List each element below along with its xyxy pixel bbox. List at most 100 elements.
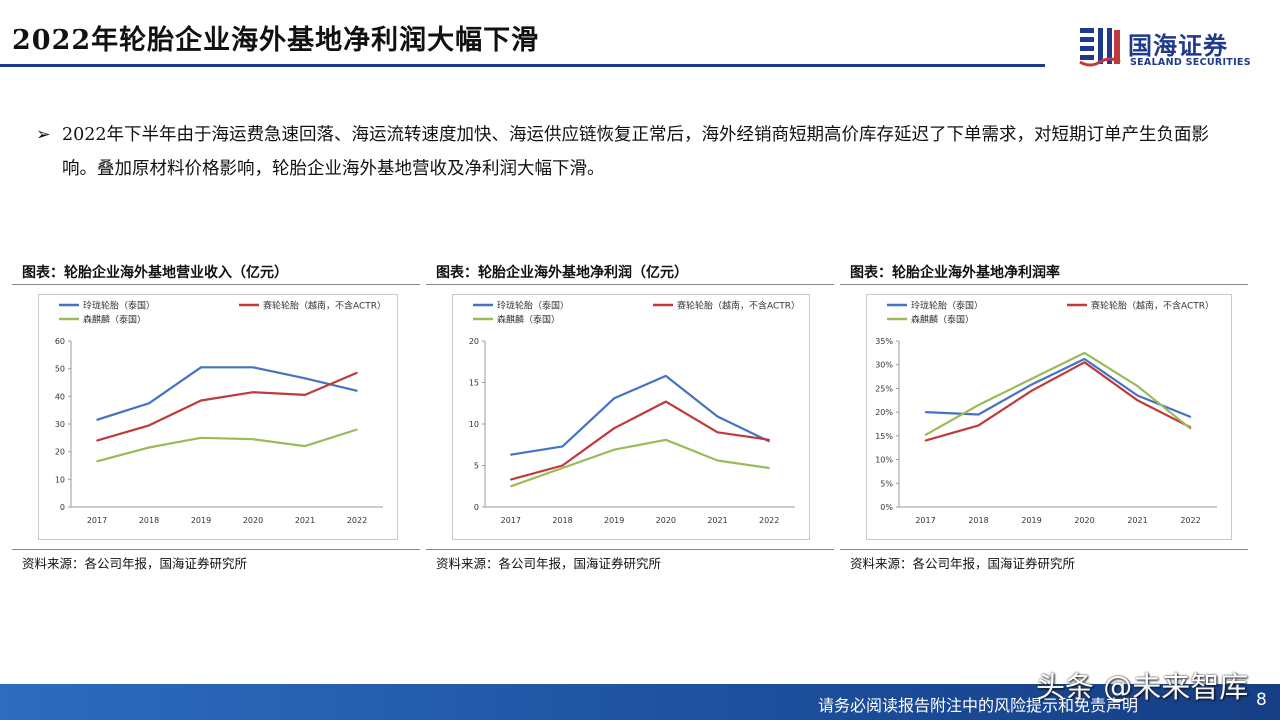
panel-title: 图表：轮胎企业海外基地净利润率 <box>850 265 1060 281</box>
data-point <box>1083 352 1086 354</box>
data-point <box>716 459 719 462</box>
x-tick-label: 2021 <box>295 516 315 525</box>
x-tick-label: 2018 <box>552 516 572 525</box>
data-point <box>977 413 980 416</box>
chart-frame: 玲珑轮胎（泰国） 赛轮轮胎（越南，不含ACTR） 森麒麟（泰国） 0 5 10 15 20 20… <box>452 294 810 540</box>
series-line <box>510 400 770 481</box>
logo-text-cn: 国海证券 <box>1128 32 1228 60</box>
data-point <box>304 445 306 447</box>
data-point <box>356 372 358 374</box>
data-point <box>96 439 98 442</box>
data-point <box>1030 378 1033 380</box>
data-point <box>96 419 98 421</box>
series-line <box>925 357 1191 418</box>
series-line <box>924 351 1192 436</box>
y-tick-label: 60 <box>55 337 65 346</box>
data-point <box>1136 399 1139 402</box>
footer-bar <box>0 684 1280 720</box>
series-line <box>96 371 358 442</box>
y-tick-label: 0 <box>474 503 479 512</box>
data-point <box>148 424 150 427</box>
data-point <box>252 438 254 441</box>
legend-label: 玲珑轮胎（泰国） <box>911 300 983 312</box>
x-tick-label: 2017 <box>915 516 935 525</box>
x-tick-label: 2022 <box>759 516 779 525</box>
y-tick-label: 50 <box>55 365 65 374</box>
page-title: 2022年轮胎企业海外基地净利润大幅下滑 <box>12 25 540 56</box>
legend-label: 赛轮轮胎（越南，不含ACTR） <box>1091 300 1214 312</box>
summary-text: 2022年下半年由于海运费急速回落、海运流转速度加快、海运供应链恢复正常后，海外… <box>62 125 1210 179</box>
x-tick-label: 2019 <box>1021 516 1041 525</box>
x-tick-label: 2018 <box>139 516 159 525</box>
data-point <box>665 400 667 403</box>
panel-top-rule <box>12 284 420 285</box>
data-point <box>1189 416 1192 418</box>
y-tick-label: 20% <box>875 408 893 417</box>
legend-label: 玲珑轮胎（泰国） <box>83 300 155 312</box>
data-point <box>924 411 927 413</box>
data-point <box>561 464 564 467</box>
data-point <box>304 377 306 380</box>
x-tick-label: 2017 <box>87 516 107 525</box>
data-point <box>924 434 927 436</box>
net-profit-line-chart: 玲珑轮胎（泰国） 赛轮轮胎（越南，不含ACTR）森麒麟（泰国）0510152020… <box>469 300 800 526</box>
bullet-arrow-icon: ➢ <box>36 125 51 145</box>
legend-label: 玲珑轮胎（泰国） <box>497 300 569 312</box>
chart-frame: 玲珑轮胎（泰国） 赛轮轮胎（越南，不含ACTR） 森麒麟（泰国） 0 10 20 30 40 5… <box>38 294 398 540</box>
y-tick-label: 5% <box>880 479 893 488</box>
legend-label: 赛轮轮胎（越南，不含ACTR） <box>677 300 800 312</box>
x-tick-label: 2018 <box>968 516 988 525</box>
y-tick-label: 5 <box>474 462 479 471</box>
data-point <box>1030 383 1033 386</box>
data-point <box>1030 390 1033 392</box>
revenue-line-chart: 玲珑轮胎（泰国） 赛轮轮胎（越南，不含ACTR） 森麒麟（泰国） 0 10 20 30 40 5… <box>55 300 386 526</box>
data-point <box>304 394 306 396</box>
data-point <box>356 428 358 431</box>
data-point <box>148 446 150 449</box>
data-point <box>561 445 564 448</box>
panel-bottom-rule <box>840 549 1248 550</box>
x-tick-label: 2022 <box>1180 516 1200 525</box>
y-tick-label: 20 <box>55 448 65 457</box>
y-tick-label: 25% <box>875 384 893 393</box>
x-tick-label: 2020 <box>243 516 263 525</box>
data-point <box>510 478 512 481</box>
series-line <box>925 361 1191 442</box>
y-tick-label: 10 <box>55 475 65 484</box>
data-point <box>716 431 719 434</box>
x-tick-label: 2017 <box>501 516 521 525</box>
data-point <box>977 404 980 406</box>
data-point <box>613 427 615 429</box>
series-line <box>510 374 770 456</box>
y-tick-label: 0% <box>880 503 893 512</box>
panel-bottom-rule <box>426 549 834 550</box>
brand-logo: 国海证券 SEALAND SECURITIES <box>1078 24 1268 72</box>
data-point <box>252 391 254 393</box>
series-line <box>96 366 358 421</box>
net-margin-chart-panel: 图表：轮胎企业海外基地净利润率 玲珑轮胎（泰国） 赛轮轮胎（越南，不含ACTR） 森… <box>840 258 1248 576</box>
logo-text-en: SEALAND SECURITIES <box>1130 57 1251 68</box>
data-point <box>613 448 615 451</box>
data-point <box>1189 427 1192 430</box>
data-point <box>768 438 770 441</box>
data-point <box>96 460 98 463</box>
y-tick-label: 35% <box>875 337 893 346</box>
x-tick-label: 2019 <box>191 516 211 525</box>
x-tick-label: 2020 <box>656 516 676 525</box>
data-point <box>200 399 202 402</box>
data-point <box>768 440 770 443</box>
x-tick-label: 2020 <box>1074 516 1094 525</box>
panel-bottom-rule <box>12 549 420 550</box>
net-margin-line-chart: 玲珑轮胎（泰国） 赛轮轮胎（越南，不含ACTR） 森麒麟（泰国） 0% 5% 10% 15%… <box>875 300 1217 525</box>
panel-source: 资料来源：各公司年报，国海证券研究所 <box>436 556 662 571</box>
y-tick-label: 10% <box>875 456 893 465</box>
data-point <box>356 390 358 392</box>
data-point <box>1083 361 1086 364</box>
panel-top-rule <box>426 284 834 285</box>
panel-title: 图表：轮胎企业海外基地净利润（亿元） <box>436 265 688 281</box>
panel-source: 资料来源：各公司年报，国海证券研究所 <box>850 556 1076 571</box>
footer-disclaimer: 请务必阅读报告附注中的风险提示和免责声明 <box>818 696 1139 715</box>
y-tick-label: 20 <box>469 337 479 346</box>
series-line <box>96 428 358 463</box>
data-point <box>613 397 615 400</box>
